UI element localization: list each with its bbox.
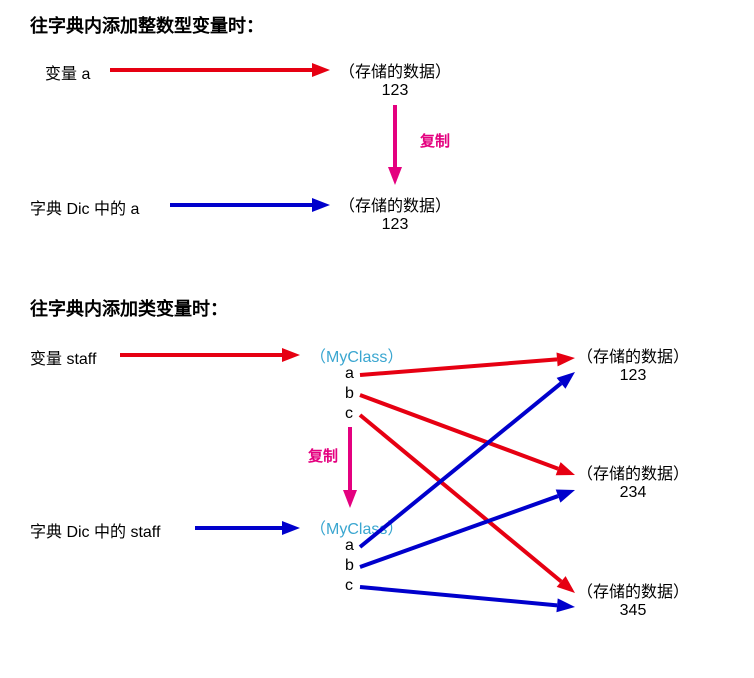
var-a-label: 变量 a [45, 60, 90, 84]
stored-data-s2-val: 234 [620, 484, 647, 501]
myclass1-a: a [345, 365, 354, 383]
stored-data-s1-val: 123 [620, 367, 647, 384]
stored-data-2: （存储的数据） 123 [335, 192, 455, 234]
stored-data-s1: （存储的数据） 123 [573, 343, 693, 385]
section2-heading: 往字典内添加类变量时： [30, 295, 228, 321]
arrow-canvas [0, 0, 754, 678]
myclass2-b: b [345, 557, 354, 575]
copy-label-2: 复制 [308, 445, 338, 466]
stored-data-2-val: 123 [382, 216, 409, 233]
stored-data-s3: （存储的数据） 345 [573, 578, 693, 620]
stored-data-s1-text: （存储的数据） [577, 349, 689, 366]
myclass-2: （MyClass） [310, 515, 403, 539]
dic-staff-label: 字典 Dic 中的 staff [30, 518, 160, 542]
myclass2-c: c [345, 577, 353, 595]
stored-data-1: （存储的数据） 123 [335, 58, 455, 100]
stored-data-1-text: （存储的数据） [339, 64, 451, 81]
stored-data-1-val: 123 [382, 82, 409, 99]
stored-data-s3-val: 345 [620, 602, 647, 619]
stored-data-s2-text: （存储的数据） [577, 466, 689, 483]
var-staff-label: 变量 staff [30, 345, 96, 369]
dic-a-label: 字典 Dic 中的 a [30, 195, 139, 219]
section1-heading: 往字典内添加整数型变量时： [30, 12, 264, 38]
myclass2-a: a [345, 537, 354, 555]
stored-data-s3-text: （存储的数据） [577, 584, 689, 601]
myclass-1: （MyClass） [310, 343, 403, 367]
stored-data-s2: （存储的数据） 234 [573, 460, 693, 502]
stored-data-2-text: （存储的数据） [339, 198, 451, 215]
copy-label-1: 复制 [420, 130, 450, 151]
myclass1-b: b [345, 385, 354, 403]
myclass1-c: c [345, 405, 353, 423]
